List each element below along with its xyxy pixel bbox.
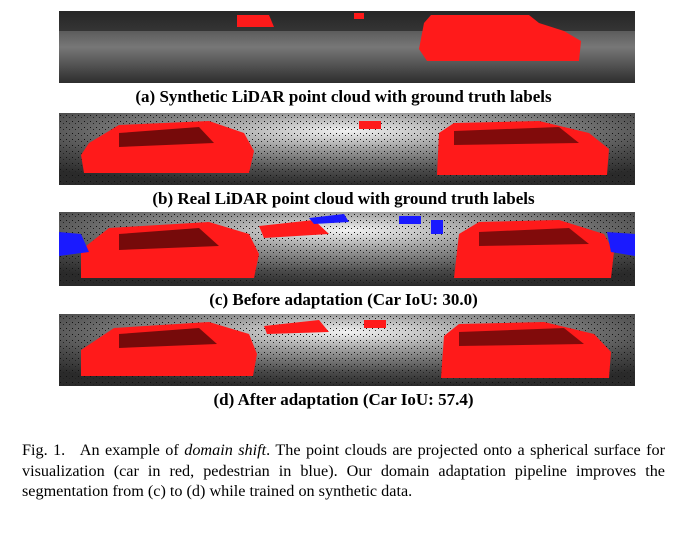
lidar-image-after-adaptation — [59, 314, 635, 386]
panel-a-caption: (a) Synthetic LiDAR point cloud with gro… — [135, 87, 552, 106]
pedestrian-region — [59, 232, 89, 256]
lidar-image-before-adaptation — [59, 212, 635, 286]
car-region — [419, 15, 581, 61]
lidar-image-real — [59, 113, 635, 185]
caption-emphasis: domain shift — [184, 441, 267, 459]
lidar-image-synthetic — [59, 11, 635, 83]
pedestrian-region — [309, 214, 349, 224]
pedestrian-region — [607, 232, 635, 256]
caption-text-before: An example of — [79, 441, 185, 459]
figure-caption: Fig. 1. An example of domain shift. The … — [22, 440, 665, 502]
panel-b-caption: (b) Real LiDAR point cloud with ground t… — [152, 189, 535, 208]
car-region — [237, 15, 274, 27]
figure-label: Fig. 1. — [22, 441, 66, 459]
caption-text-after: . The point clouds are projected onto a … — [22, 441, 666, 500]
panel-d-caption: (d) After adaptation (Car IoU: 57.4) — [213, 390, 474, 409]
panel-c-caption: (c) Before adaptation (Car IoU: 30.0) — [209, 290, 478, 309]
